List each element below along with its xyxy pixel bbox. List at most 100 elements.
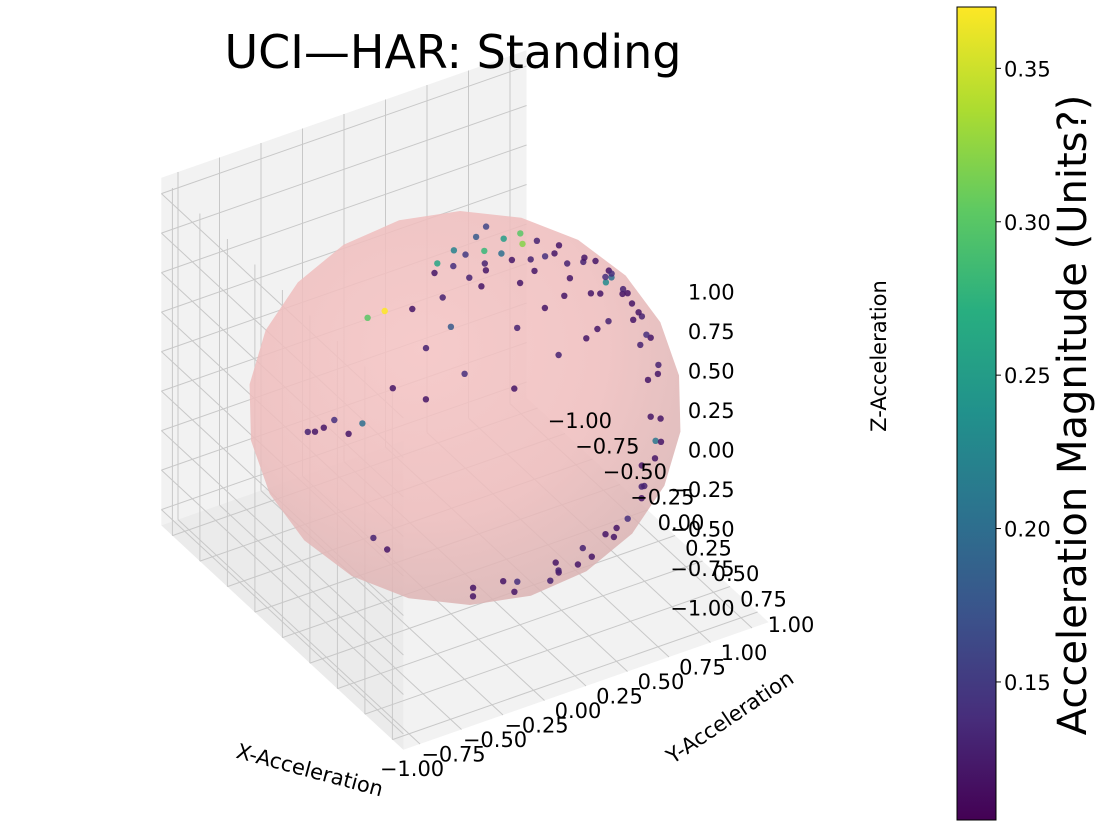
colorbar-tick-label: 0.15: [1004, 671, 1051, 695]
data-point: [619, 285, 627, 293]
data-point: [511, 385, 518, 392]
data-point: [587, 290, 595, 297]
z-tick-label: 0.75: [688, 320, 735, 344]
grid-line: [161, 65, 527, 195]
data-point: [331, 416, 338, 424]
colorbar-tick-label: 0.30: [1004, 211, 1051, 235]
data-point: [478, 283, 485, 290]
x-tick-label: 1.00: [721, 641, 768, 665]
data-point: [461, 370, 468, 377]
data-point: [644, 376, 652, 384]
data-point: [628, 300, 636, 307]
grid-line: [364, 586, 731, 715]
x-tick-label: 0.75: [679, 656, 726, 680]
x-axis-label: X-Acceleration: [234, 739, 386, 801]
data-point: [657, 415, 664, 422]
data-point: [508, 256, 516, 264]
colorbar-label: Acceleration Magnitude (Units?): [1050, 95, 1096, 736]
data-point: [555, 567, 562, 574]
data-point: [588, 553, 595, 560]
data-point: [651, 455, 659, 462]
data-point: [566, 275, 574, 282]
data-point: [422, 396, 430, 403]
data-point: [469, 584, 477, 591]
data-point: [422, 344, 430, 352]
data-point: [370, 534, 377, 542]
z-tick-label: −0.50: [670, 517, 734, 541]
data-point: [605, 318, 612, 325]
colorbar: 0.15 0.20 0.25 0.30 0.35 Acceleration Magnit…: [956, 6, 1096, 821]
data-point: [482, 267, 490, 274]
colorbar-ticks: 0.15 0.20 0.25 0.30 0.35: [996, 57, 1051, 695]
tick-labels: −1.00−1.00−1.00−0.75−0.75−0.75−0.50−0.50…: [380, 280, 815, 781]
data-point: [594, 325, 601, 333]
x-tick-label: −0.50: [463, 728, 527, 752]
data-point: [364, 314, 371, 321]
x-tick-label: 0.50: [638, 670, 685, 694]
data-point: [641, 482, 648, 490]
grid-line: [337, 560, 703, 690]
data-point: [514, 578, 521, 585]
data-point: [657, 438, 665, 445]
data-point: [581, 254, 588, 261]
data-point: [481, 260, 488, 267]
data-point: [533, 237, 541, 244]
data-point: [516, 279, 524, 287]
data-point: [638, 495, 645, 502]
data-point: [579, 544, 586, 552]
data-point: [472, 233, 480, 241]
z-tick-label: −0.75: [670, 557, 734, 581]
data-point: [500, 578, 507, 585]
colorbar-tick-label: 0.20: [1004, 518, 1051, 542]
data-point: [574, 561, 582, 568]
data-point: [552, 559, 559, 566]
scatter-points: [304, 223, 665, 600]
data-point: [447, 323, 455, 330]
data-point: [555, 242, 563, 249]
data-point: [613, 524, 620, 532]
data-point: [462, 251, 469, 258]
data-point: [450, 262, 457, 270]
data-point: [652, 437, 659, 444]
data-point: [320, 424, 327, 431]
data-point: [466, 274, 473, 281]
x-tick-label: −0.25: [504, 714, 568, 738]
data-point: [384, 546, 391, 553]
data-point: [597, 290, 604, 297]
data-point: [469, 593, 477, 600]
data-point: [602, 279, 610, 286]
colorbar-gradient: [956, 6, 997, 821]
grid-line: [161, 144, 527, 274]
data-point: [409, 305, 416, 313]
z-tick-label: −1.00: [670, 596, 734, 620]
data-point: [608, 270, 615, 277]
colorbar-tick-label: 0.25: [1004, 364, 1051, 388]
data-point: [311, 428, 319, 435]
data-point: [527, 256, 534, 263]
data-point: [359, 420, 366, 427]
sphere-surface: [249, 211, 681, 605]
data-point: [635, 309, 642, 316]
data-point: [619, 290, 626, 298]
y-tick-label: −0.50: [603, 460, 667, 484]
data-point: [345, 430, 352, 437]
y-tick-label: −0.75: [575, 435, 639, 459]
data-point: [655, 361, 662, 369]
data-point: [511, 588, 518, 595]
x-tick-label: 0.00: [555, 699, 602, 723]
data-point: [531, 267, 538, 275]
data-point: [434, 260, 441, 267]
y-tick-label: −0.25: [630, 486, 694, 510]
data-point: [381, 307, 388, 315]
data-point: [602, 273, 609, 281]
grid-line: [161, 105, 527, 234]
data-point: [389, 385, 396, 392]
data-point: [624, 290, 631, 297]
colorbar-tick-label: 0.35: [1004, 57, 1051, 81]
y-tick-label: −1.00: [548, 409, 612, 433]
grid-line: [392, 611, 758, 741]
data-point: [564, 260, 571, 267]
data-point: [498, 250, 505, 257]
